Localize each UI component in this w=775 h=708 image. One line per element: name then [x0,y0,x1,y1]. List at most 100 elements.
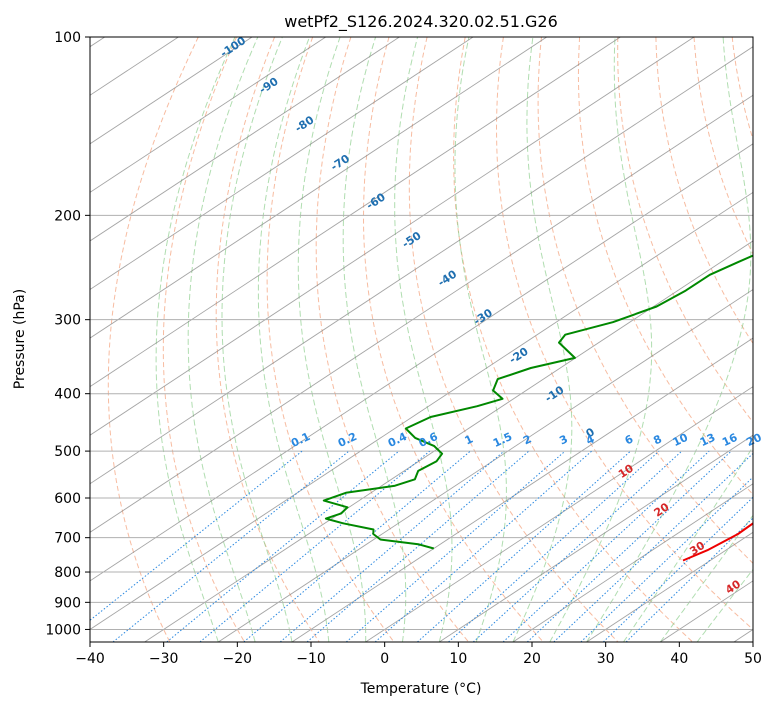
isotherm-line [586,531,753,642]
x-tick-label: −10 [296,651,326,667]
mixing-ratio-label: 0.4 [386,430,409,450]
x-tick-label: −40 [75,651,105,667]
isotherm-label: -90 [257,75,281,97]
mixing-ratio-line [502,450,710,642]
isotherm-line [90,37,621,388]
moist-adiabat [623,445,753,642]
y-tick-label: 700 [54,531,81,547]
dry-adiabat [362,37,544,642]
dry-adiabat [770,37,775,642]
y-tick-label: 300 [54,313,81,329]
mixing-ratio-line [345,450,566,642]
mixing-ratio-line [553,452,753,642]
dry-adiabat [107,37,199,642]
mixing-ratio-line [374,450,593,642]
isotherm-line [90,94,753,533]
moist-adiabat [155,37,236,642]
isotherm-line [144,240,753,642]
moist-adiabat [221,37,293,642]
mixing-ratio-label: 13 [698,431,717,449]
moist-adiabat [394,37,453,642]
moist-adiabat [512,37,573,642]
isotherm-line [439,434,753,642]
moist-adiabat [297,37,367,642]
y-axis-label: Pressure (hPa) [12,289,28,389]
isotherm-line [218,288,753,642]
profile-lines [322,254,753,562]
y-tick-label: 600 [54,491,81,507]
mixing-ratio-label: 1 [463,432,475,447]
mixing-ratio-line [112,450,350,642]
isotherm-line [90,143,753,582]
mixing-ratio-line [526,450,732,642]
dry-adiabat [495,37,753,631]
x-tick-label: 30 [597,651,615,667]
moist-adiabat [187,37,259,642]
mixing-ratio-line [448,450,660,642]
mixing-ratio-label: 16 [720,431,740,449]
isotherm-label: 30 [687,539,707,558]
mixing-ratio-label: 10 [671,431,691,449]
x-tick-label: 20 [523,651,541,667]
isotherm-label: 10 [616,462,636,481]
y-tick-label: 400 [54,387,81,403]
dry-adiabat [577,37,753,496]
isotherm-line [90,37,547,339]
dry-adiabat [617,37,753,423]
x-tick-label: −20 [223,651,253,667]
mixing-ratio-line [472,450,683,642]
y-axis: 100 200 300 400 500 600 700 800 900 1000 [45,30,90,638]
isotherm-label: 20 [652,500,672,519]
isotherm-line [90,37,400,242]
isotherm-line [90,37,695,436]
mixing-ratio-line [580,476,753,642]
temperature-line [682,522,753,562]
plot-frame [89,36,754,643]
chart-title: wetPf2_S126.2024.320.02.51.G26 [284,12,558,32]
isotherm-line [90,37,474,291]
isotherm-label: -100 [218,34,248,60]
x-axis: −40 −30 −20 −10 0 10 20 30 40 50 [75,642,762,667]
isotherm-line [733,628,753,642]
dry-adiabat [408,37,619,642]
isotherm-label: -70 [328,152,352,174]
isotherm-line [90,37,253,145]
y-tick-label: 1000 [45,622,81,638]
dry-adiabat [731,37,753,142]
mixing-ratio-label: 8 [651,432,663,447]
isotherm-label: -40 [435,267,459,289]
mixing-ratio-label: 1.5 [491,430,514,450]
mixing-ratio-line [166,450,400,642]
moist-adiabat [257,37,330,642]
mixing-ratio-line [625,517,753,642]
y-tick-label: 500 [54,444,81,460]
dry-adiabat [215,37,320,642]
dry-adiabat [266,37,395,642]
mixing-ratio-line [417,450,631,642]
mixing-ratio-label: 3 [557,432,569,447]
x-axis-label: Temperature (°C) [360,681,482,697]
isotherm-line [90,46,753,485]
x-tick-label: 50 [744,651,762,667]
dry-adiabat [162,37,245,642]
moist-adiabat [696,568,753,642]
mixing-ratio-line [602,496,753,642]
x-tick-label: 10 [449,651,467,667]
y-tick-label: 800 [54,565,81,581]
isotherm-line [90,191,753,630]
mixing-ratio-line [306,450,530,642]
dewpoint-line [322,254,753,550]
x-tick-label: 0 [380,651,389,667]
isotherm-label: -60 [364,190,388,212]
isotherm-line [512,483,753,642]
moist-adiabat [549,37,653,642]
isotherm-label: -20 [507,345,531,367]
isotherm-label: -10 [543,383,567,405]
x-tick-label: 40 [670,651,688,667]
dry-adiabat [453,37,694,642]
mixing-ratio-label: 6 [623,432,636,447]
isotherm-label: -50 [400,229,424,251]
isotherm-line [90,37,326,193]
y-tick-label: 200 [54,208,81,224]
